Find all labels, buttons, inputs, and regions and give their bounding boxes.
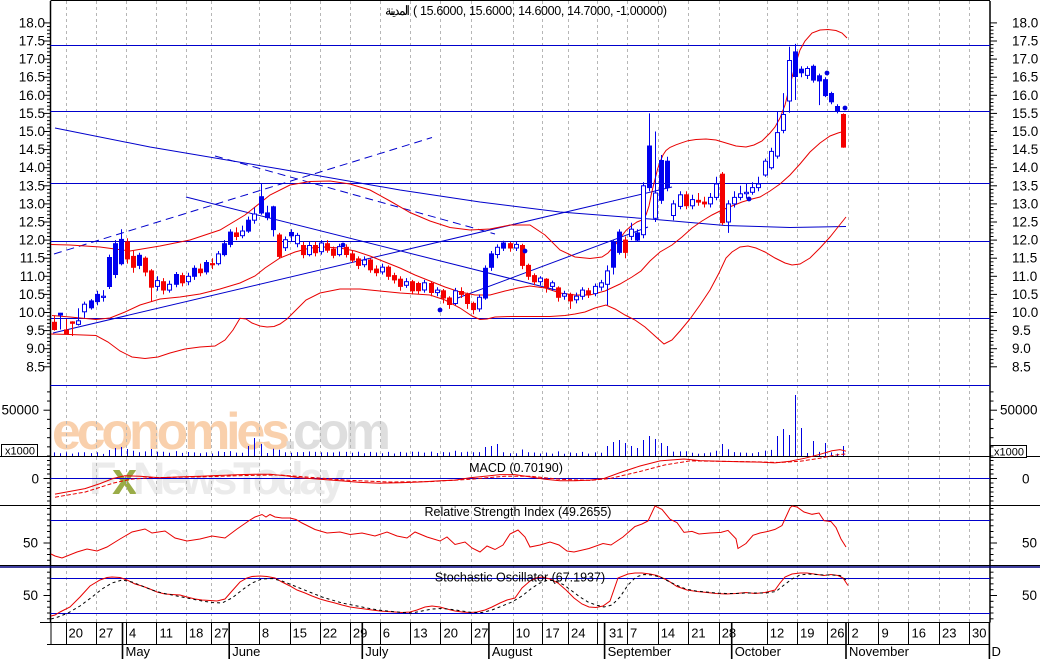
- svg-text:Relative Strength Index (49.26: Relative Strength Index (49.2655): [425, 505, 612, 519]
- svg-text:16: 16: [912, 626, 926, 641]
- svg-text:July: July: [365, 644, 389, 659]
- svg-text:9: 9: [882, 626, 889, 641]
- svg-text:9.5: 9.5: [1012, 323, 1031, 338]
- svg-text:MACD (0.70190): MACD (0.70190): [469, 461, 563, 475]
- svg-text:20: 20: [444, 626, 458, 641]
- svg-text:8.5: 8.5: [1012, 359, 1031, 374]
- svg-text:31: 31: [609, 626, 623, 641]
- svg-text:19: 19: [800, 626, 814, 641]
- svg-text:4: 4: [129, 626, 136, 641]
- svg-text:27: 27: [474, 626, 488, 641]
- svg-text:16.5: 16.5: [1012, 70, 1038, 85]
- svg-text:المدينة: المدينة: [385, 3, 410, 18]
- svg-text:10: 10: [516, 626, 530, 641]
- svg-text:11.0: 11.0: [20, 269, 45, 284]
- svg-text:0: 0: [1022, 471, 1030, 486]
- svg-text:10.0: 10.0: [19, 305, 45, 320]
- svg-text:14.5: 14.5: [1012, 142, 1038, 157]
- svg-text:( 15.6000, 15.6000, 14.6000, 1: ( 15.6000, 15.6000, 14.6000, 14.7000, -1…: [413, 4, 667, 18]
- svg-text:13.5: 13.5: [1012, 178, 1038, 193]
- svg-text:26: 26: [830, 626, 844, 641]
- svg-text:8.5: 8.5: [26, 359, 45, 374]
- svg-text:11: 11: [160, 626, 174, 641]
- svg-text:11.5: 11.5: [1012, 251, 1037, 266]
- svg-text:20: 20: [69, 626, 83, 641]
- svg-text:9.5: 9.5: [26, 323, 45, 338]
- svg-text:9.0: 9.0: [26, 341, 45, 356]
- svg-text:13.5: 13.5: [19, 178, 45, 193]
- svg-text:10.0: 10.0: [1012, 305, 1038, 320]
- svg-text:September: September: [608, 644, 672, 659]
- svg-text:15.5: 15.5: [19, 106, 45, 121]
- svg-text:9.0: 9.0: [1012, 341, 1031, 356]
- svg-text:50000: 50000: [1000, 402, 1038, 417]
- svg-text:15: 15: [293, 626, 307, 641]
- svg-text:8: 8: [262, 626, 269, 641]
- svg-text:10.5: 10.5: [1012, 287, 1038, 302]
- svg-text:June: June: [232, 644, 260, 659]
- svg-text:14.0: 14.0: [19, 160, 45, 175]
- svg-text:6: 6: [383, 626, 390, 641]
- svg-text:16.0: 16.0: [19, 88, 45, 103]
- svg-text:50: 50: [1022, 588, 1037, 603]
- svg-text:0: 0: [31, 471, 39, 486]
- svg-text:12.5: 12.5: [19, 215, 45, 230]
- svg-text:29: 29: [353, 626, 367, 641]
- svg-text:August: August: [492, 644, 533, 659]
- svg-text:10.5: 10.5: [19, 287, 45, 302]
- svg-text:17.5: 17.5: [19, 34, 45, 49]
- svg-text:13.0: 13.0: [1012, 196, 1038, 211]
- svg-text:23: 23: [942, 626, 956, 641]
- svg-text:50: 50: [23, 536, 38, 551]
- svg-text:14.0: 14.0: [1012, 160, 1038, 175]
- svg-text:15.5: 15.5: [1012, 106, 1038, 121]
- svg-text:15.0: 15.0: [1012, 124, 1038, 139]
- svg-text:13: 13: [413, 626, 427, 641]
- svg-text:18.0: 18.0: [19, 15, 45, 30]
- svg-text:.com: .com: [283, 403, 391, 461]
- svg-text:D: D: [992, 644, 1001, 659]
- svg-text:17: 17: [545, 626, 559, 641]
- svg-text:50: 50: [23, 588, 38, 603]
- svg-text:14.5: 14.5: [19, 142, 45, 157]
- svg-text:13.0: 13.0: [19, 196, 45, 211]
- svg-text:May: May: [126, 644, 151, 659]
- svg-text:17.0: 17.0: [19, 52, 45, 67]
- svg-text:14: 14: [661, 626, 675, 641]
- svg-text:x1000: x1000: [994, 447, 1024, 459]
- svg-text:17.5: 17.5: [1012, 34, 1038, 49]
- svg-text:18: 18: [189, 626, 203, 641]
- svg-text:12: 12: [770, 626, 784, 641]
- svg-text:12.5: 12.5: [1012, 215, 1038, 230]
- svg-text:October: October: [735, 644, 782, 659]
- svg-text:2: 2: [852, 626, 859, 641]
- svg-text:22: 22: [323, 626, 337, 641]
- svg-text:11.0: 11.0: [1012, 269, 1037, 284]
- svg-text:30: 30: [972, 626, 986, 641]
- svg-text:7: 7: [630, 626, 637, 641]
- svg-text:16.5: 16.5: [19, 70, 45, 85]
- svg-text:18.0: 18.0: [1012, 15, 1038, 30]
- svg-text:28: 28: [722, 626, 736, 641]
- svg-text:12.0: 12.0: [19, 233, 45, 248]
- svg-text:24: 24: [571, 626, 585, 641]
- svg-text:11.5: 11.5: [20, 251, 45, 266]
- svg-text:15.0: 15.0: [19, 124, 45, 139]
- svg-text:27: 27: [214, 626, 228, 641]
- svg-text:economies: economies: [52, 403, 290, 461]
- svg-text:50: 50: [1022, 536, 1037, 551]
- svg-text:21: 21: [691, 626, 705, 641]
- svg-text:17.0: 17.0: [1012, 52, 1038, 67]
- svg-text:x1000: x1000: [5, 446, 35, 458]
- svg-text:27: 27: [99, 626, 113, 641]
- svg-text:Stochastic Oscillator (67.1937: Stochastic Oscillator (67.1937): [435, 571, 605, 585]
- svg-text:November: November: [849, 644, 910, 659]
- svg-text:16.0: 16.0: [1012, 88, 1038, 103]
- svg-text:12.0: 12.0: [1012, 233, 1038, 248]
- svg-text:50000: 50000: [1, 402, 39, 417]
